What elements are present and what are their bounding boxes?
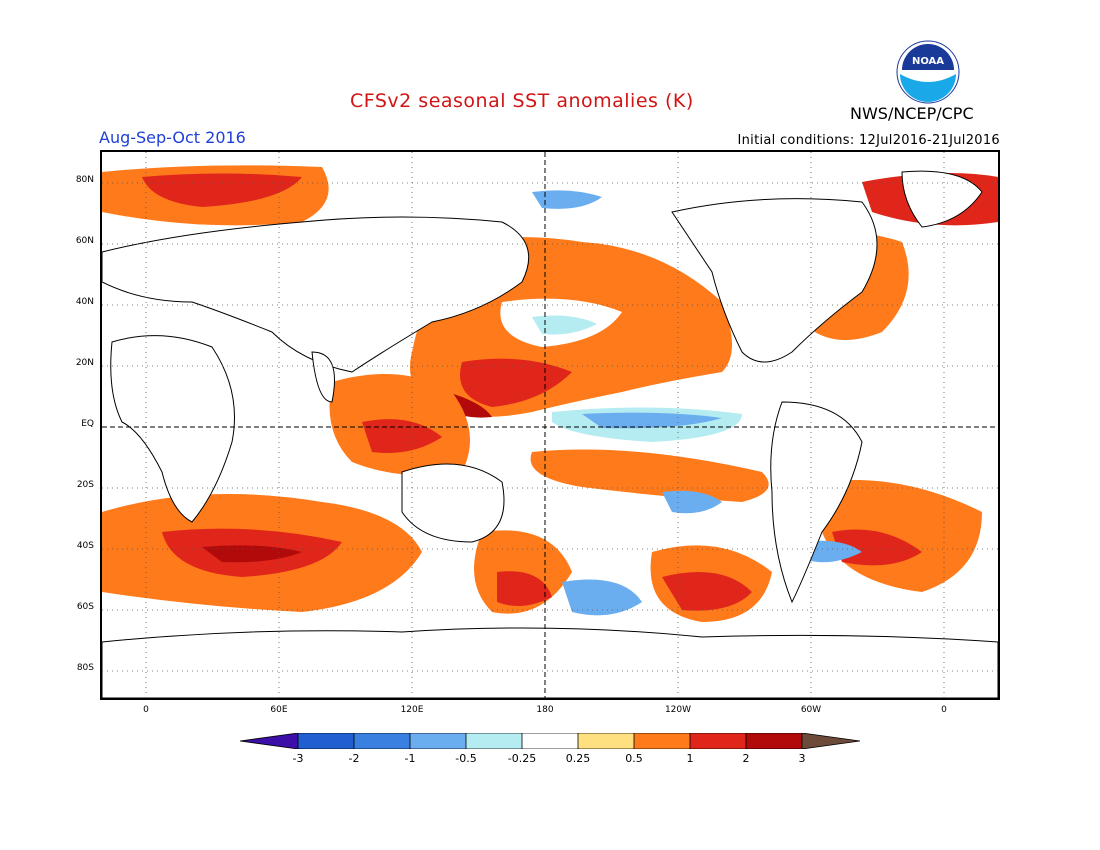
lon-label: 60W	[800, 705, 822, 715]
colorbar-label: 2	[742, 752, 750, 765]
colorbar-swatch	[802, 733, 860, 749]
colorbar-swatch	[578, 733, 634, 749]
season-label: Aug-Sep-Oct 2016	[99, 128, 246, 147]
noaa-logo: NOAA	[896, 40, 960, 104]
colorbar-swatch	[240, 733, 298, 749]
lat-label: EQ	[81, 419, 94, 429]
lat-label: 80N	[75, 175, 94, 185]
lon-label: 60E	[270, 705, 288, 715]
colorbar-swatch	[410, 733, 466, 749]
colorbar-label: 0.5	[625, 752, 643, 765]
colorbar-swatch	[690, 733, 746, 749]
lon-label: 0	[941, 705, 947, 715]
colorbar-label: -1	[404, 752, 416, 765]
colorbar-label: 3	[798, 752, 806, 765]
colorbar-swatch	[634, 733, 690, 749]
lat-label: 60S	[76, 602, 94, 612]
lat-label: 20N	[75, 358, 94, 368]
colorbar-swatch	[522, 733, 578, 749]
colorbar-swatch	[466, 733, 522, 749]
land-masses	[102, 170, 998, 698]
sst-anomaly-map	[100, 150, 1000, 700]
lat-label: 40N	[75, 297, 94, 307]
lon-label: 0	[143, 705, 149, 715]
lat-label: 40S	[76, 541, 94, 551]
agency-label: NWS/NCEP/CPC	[850, 104, 974, 123]
lat-label: 20S	[76, 480, 94, 490]
grid-lines	[102, 152, 998, 698]
map-canvas	[102, 152, 998, 698]
lon-label: 120E	[400, 705, 424, 715]
colorbar-label: 1	[686, 752, 694, 765]
colorbar	[240, 733, 860, 749]
colorbar-swatch	[746, 733, 802, 749]
lon-label: 180	[536, 705, 554, 715]
colorbar-swatch	[354, 733, 410, 749]
anomaly-fields	[102, 165, 998, 622]
colorbar-label: -3	[292, 752, 304, 765]
noaa-logo-text: NOAA	[912, 56, 944, 67]
reference-lines	[102, 152, 998, 698]
colorbar-label: -0.5	[455, 752, 477, 765]
lon-label: 120W	[664, 705, 692, 715]
colorbar-label: 0.25	[565, 752, 591, 765]
map-title: CFSv2 seasonal SST anomalies (K)	[350, 90, 694, 112]
lat-label: 60N	[75, 236, 94, 246]
colorbar-swatch	[298, 733, 354, 749]
colorbar-label: -0.25	[507, 752, 537, 765]
lat-label: 80S	[76, 663, 94, 673]
colorbar-label: -2	[348, 752, 360, 765]
initial-conditions-label: Initial conditions: 12Jul2016-21Jul2016	[737, 133, 1000, 148]
